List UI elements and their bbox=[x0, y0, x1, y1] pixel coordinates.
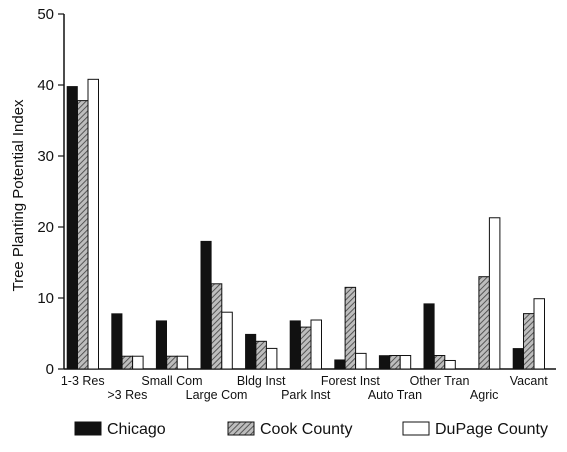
x-tick-label: Agric bbox=[470, 388, 498, 402]
bar-dupage-county bbox=[444, 359, 456, 370]
y-tick-label: 50 bbox=[37, 6, 54, 23]
bar-chicago bbox=[66, 86, 78, 370]
y-tick-label: 10 bbox=[37, 290, 54, 307]
legend-label-cook-county: Cook County bbox=[260, 421, 353, 438]
bar-dupage-county bbox=[488, 217, 501, 370]
y-tick-label: 0 bbox=[46, 361, 54, 378]
bar-cook-county bbox=[300, 326, 312, 370]
legend-swatch-chicago bbox=[74, 421, 102, 436]
bar-dupage-county bbox=[399, 355, 412, 370]
bar-dupage-county bbox=[176, 355, 189, 370]
bar-cook-county bbox=[523, 313, 535, 370]
bar-dupage-county bbox=[533, 298, 545, 370]
y-tick-label: 30 bbox=[37, 148, 54, 165]
y-tick-label: 20 bbox=[37, 219, 54, 236]
bar-dupage-county bbox=[355, 352, 367, 370]
legend-label-chicago: Chicago bbox=[107, 421, 166, 438]
bar-cook-county bbox=[121, 355, 134, 370]
bar-chicago bbox=[289, 320, 301, 370]
x-tick-label: Park Inst bbox=[281, 388, 331, 402]
bar-dupage-county bbox=[87, 78, 99, 370]
bar-chicago bbox=[423, 303, 435, 370]
bar-cook-county bbox=[389, 355, 401, 370]
x-tick-label: Forest Inst bbox=[321, 374, 381, 388]
x-tick-label: >3 Res bbox=[107, 388, 147, 402]
bar-chicago bbox=[512, 348, 524, 370]
bar-chicago bbox=[200, 240, 212, 370]
bar-cook-county bbox=[433, 355, 446, 370]
bar-dupage-county bbox=[221, 311, 233, 370]
bar-chicago bbox=[245, 333, 257, 370]
bar-dupage-county bbox=[310, 319, 322, 370]
bar-cook-county bbox=[255, 340, 267, 370]
bar-chicago bbox=[334, 359, 346, 370]
bar-chicago bbox=[378, 355, 391, 370]
legend-swatch-dupage-county bbox=[402, 421, 430, 436]
x-tick-label: Small Com bbox=[141, 374, 202, 388]
x-tick-label: Bldg Inst bbox=[237, 374, 286, 388]
bar-cook-county bbox=[77, 100, 89, 370]
bar-cook-county bbox=[166, 355, 178, 370]
y-tick-label: 40 bbox=[37, 77, 54, 94]
legend-swatch-cook-county bbox=[227, 421, 255, 436]
bar-cook-county bbox=[210, 283, 223, 370]
x-tick-label: Other Tran bbox=[410, 374, 470, 388]
bar-chicago bbox=[111, 313, 123, 370]
bar-cook-county bbox=[344, 286, 357, 370]
bar-chicago bbox=[155, 320, 167, 370]
x-tick-label: 1-3 Res bbox=[61, 374, 105, 388]
bar-dupage-county bbox=[132, 355, 144, 370]
legend-label-dupage-county: DuPage County bbox=[435, 421, 548, 438]
x-tick-label: Vacant bbox=[510, 374, 549, 388]
bar-dupage-county bbox=[265, 347, 278, 370]
x-tick-label: Large Com bbox=[186, 388, 248, 402]
y-axis-title: Tree Planting Potential Index bbox=[10, 99, 27, 292]
bar-cook-county bbox=[478, 276, 490, 370]
x-tick-label: Auto Tran bbox=[368, 388, 422, 402]
